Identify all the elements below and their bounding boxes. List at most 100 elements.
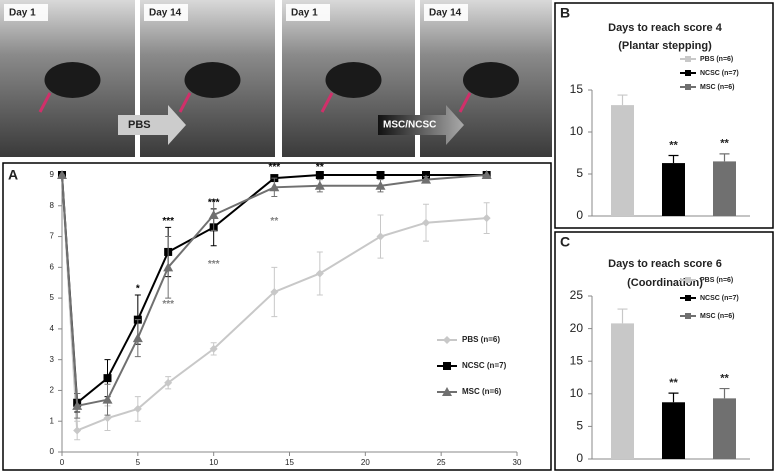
arrow-label: MSC/NCSC [383,120,436,131]
marker [314,180,325,190]
marker [375,180,386,190]
legend-marker [443,336,451,344]
y-tick-label: 0 [576,208,583,222]
mouse [44,62,101,98]
y-tick-label: 3 [50,355,55,364]
error-bar [668,392,679,403]
legend-label: PBS (n=6) [700,56,733,63]
error-bar [719,153,730,162]
x-tick-label: 25 [437,458,446,467]
legend-marker [685,56,691,62]
y-tick-label: 10 [570,386,584,400]
pointer-arrow [178,92,192,113]
marker [481,170,492,179]
x-tick-label: 0 [60,458,65,467]
error-bar [668,154,679,164]
marker [164,378,173,387]
x-tick-label: 10 [209,458,218,467]
marker [315,171,324,179]
photo-label-box [424,4,468,21]
legend-label: NCSC (n=7) [700,295,739,302]
significance: *** [208,259,220,270]
marker [73,426,82,435]
panel-label: B [560,5,570,21]
panel-b-frame [554,2,774,229]
y-tick-label: 7 [50,232,55,241]
marker [133,404,142,413]
bar [713,398,736,459]
photo-label-box [286,4,330,21]
panel-c-frame [554,231,774,471]
y-tick-label: 5 [50,293,55,302]
legend-label: NCSC (n=7) [462,361,507,370]
chart-subtitle: (Plantar stepping) [618,40,712,52]
legend-label: MSC (n=6) [700,313,734,320]
y-tick-label: 5 [576,166,583,180]
marker [376,232,385,241]
arrow [378,105,464,145]
panel-a-frame [2,162,552,471]
significance: ** [720,372,729,384]
marker [163,262,174,272]
pointer-arrow [38,92,52,113]
y-tick-label: 0 [576,451,583,465]
pointer-arrow [320,92,334,113]
pointer-arrow [458,92,472,113]
legend-label: NCSC (n=7) [700,70,739,77]
marker [269,182,280,192]
marker [208,210,219,220]
photo-label: Day 14 [429,8,462,19]
legend-marker [443,362,451,370]
significance: ** [720,138,729,150]
marker [376,171,385,179]
mouse [463,62,519,98]
y-tick-label: 0 [50,447,55,456]
marker [103,414,112,423]
y-tick-label: 5 [576,419,583,433]
x-tick-label: 30 [513,458,522,467]
chart-title: Days to reach score 6 [608,258,722,270]
legend-marker [685,277,691,283]
marker [72,400,83,410]
y-tick-label: 8 [50,201,55,210]
marker [270,287,279,296]
photo-label: Day 14 [149,8,182,19]
photo-label-box [4,4,48,21]
x-tick-label: 5 [136,458,141,467]
y-tick-label: 15 [570,82,584,96]
marker [57,170,67,179]
bar [713,161,736,216]
y-tick-label: 4 [50,324,55,333]
significance: *** [162,299,174,310]
y-tick-label: 1 [50,416,55,425]
chart-title: Days to reach score 4 [608,22,723,34]
significance: ** [669,139,678,151]
y-tick-label: 20 [570,321,584,335]
legend-marker [685,70,691,76]
y-tick-label: 15 [570,353,584,367]
significance: *** [208,197,220,208]
bar [611,105,634,216]
photo-label-box [144,4,188,21]
significance: *** [162,216,174,227]
marker [482,214,491,223]
significance: ** [316,162,324,173]
legend-label: PBS (n=6) [462,335,500,344]
legend-label: MSC (n=6) [462,387,502,396]
legend-label: MSC (n=6) [700,84,734,91]
marker [103,374,112,383]
photo-label: Day 1 [291,8,318,19]
marker [132,333,143,343]
bar [662,402,685,459]
error-bar [617,308,628,324]
error-bar [617,94,628,106]
significance: ** [270,216,278,227]
error-bar [719,387,730,399]
x-tick-label: 15 [285,458,294,467]
significance: *** [268,162,280,173]
mouse [184,62,241,98]
marker [209,344,218,353]
panel-label: C [560,234,570,250]
